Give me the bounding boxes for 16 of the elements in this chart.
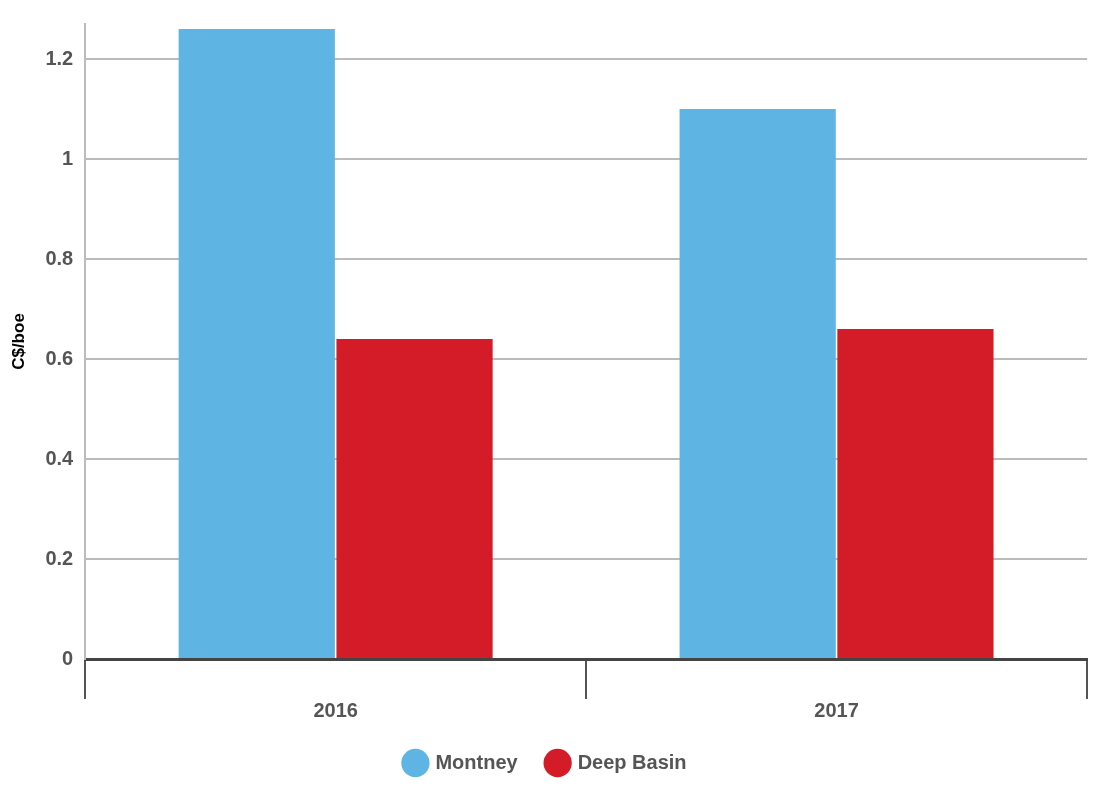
bar: [178, 29, 335, 658]
x-tick-label: 2016: [313, 698, 358, 721]
bar: [679, 109, 836, 658]
legend-label: Deep Basin: [577, 750, 687, 773]
y-tick-label: 0.2: [45, 546, 74, 569]
legend-label: Montney: [435, 750, 519, 773]
x-tick-label: 2017: [814, 698, 859, 721]
y-axis-title: C$/boe: [8, 313, 28, 370]
y-tick-label: 1: [62, 146, 74, 169]
y-tick-label: 0: [62, 646, 74, 669]
bar: [837, 329, 994, 658]
y-tick-label: 0.6: [45, 346, 74, 369]
y-tick-label: 0.8: [45, 246, 74, 269]
y-tick-label: 0.4: [45, 446, 75, 469]
bar: [336, 339, 493, 658]
y-tick-label: 1.2: [45, 46, 74, 69]
